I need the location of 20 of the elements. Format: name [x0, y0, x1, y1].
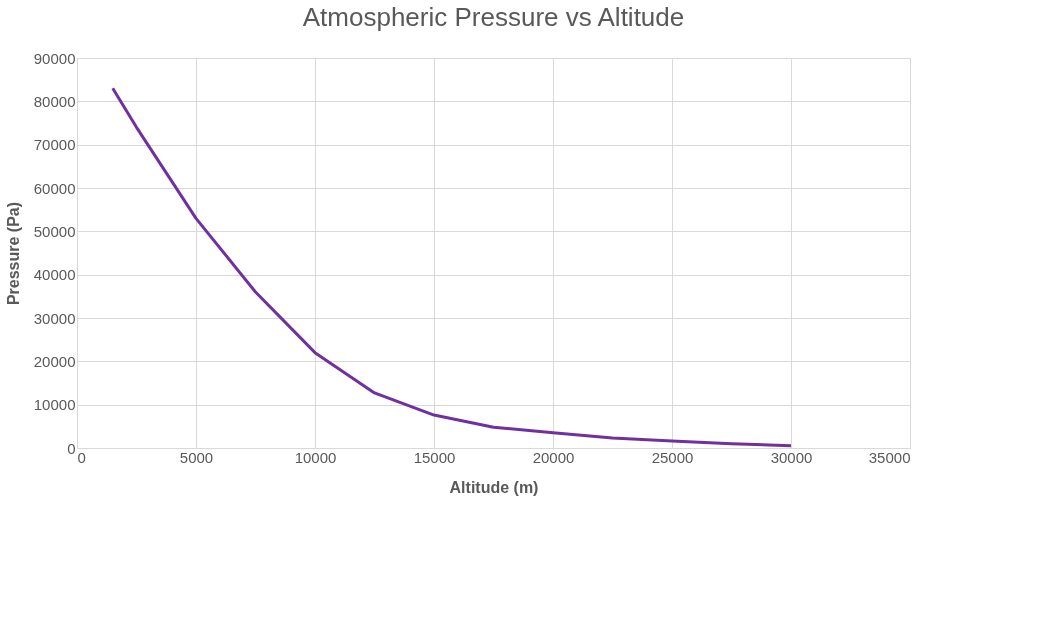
x-tick-label: 5000 — [179, 448, 214, 466]
y-tick-label: 90000 — [33, 49, 76, 67]
y-tick-label: 10000 — [33, 396, 76, 414]
y-tick-label: 60000 — [33, 179, 76, 197]
y-tick-label: 80000 — [33, 92, 76, 110]
line-series — [111, 86, 793, 448]
x-tick-label: 20000 — [532, 448, 575, 466]
y-axis-title: Pressure (Pa) — [4, 201, 22, 306]
x-tick-label: 15000 — [413, 448, 456, 466]
y-tick-label: 30000 — [33, 309, 76, 327]
y-tick-label: 70000 — [33, 136, 76, 154]
chart-title: Atmospheric Pressure vs Altitude — [302, 2, 685, 32]
y-tick-label: 20000 — [33, 352, 76, 370]
x-axis-title: Altitude (m) — [449, 478, 539, 496]
y-tick-label: 50000 — [33, 222, 76, 240]
x-tick-label: 10000 — [294, 448, 337, 466]
x-tick-label: 35000 — [868, 448, 911, 466]
y-tick-label: 40000 — [33, 266, 76, 284]
x-tick-label: 30000 — [770, 448, 813, 466]
x-tick-label: 25000 — [651, 448, 694, 466]
